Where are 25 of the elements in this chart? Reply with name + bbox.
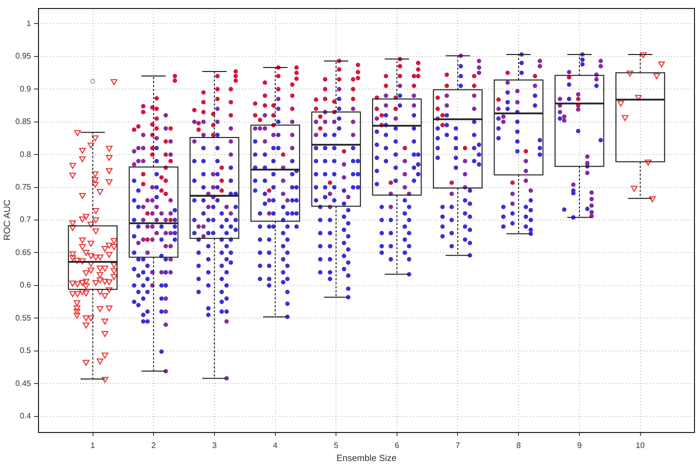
x-tick-label: 1 (90, 441, 96, 450)
y-tick-label: 0.4 (20, 412, 32, 420)
x-tick-label: 7 (456, 441, 461, 450)
y-tick-label: 0.95 (15, 52, 32, 61)
x-tick-label: 5 (334, 441, 339, 450)
x-tick-label: 10 (636, 441, 646, 450)
y-tick-label: 1 (26, 18, 32, 28)
y-tick-label: 0.75 (15, 182, 32, 192)
y-tick-label: 0.65 (15, 248, 32, 257)
x-tick-label: 3 (212, 441, 218, 450)
y-tick-label: 0.9 (20, 84, 32, 94)
y-tick-label: 0.7 (20, 215, 32, 224)
x-tick-label: 9 (577, 441, 582, 450)
y-tick-label: 0.6 (20, 280, 32, 290)
x-tick-label: 8 (516, 441, 522, 450)
y-tick-label: 0.85 (15, 117, 32, 126)
y-axis-title: ROC AUC (2, 199, 12, 241)
x-tick-label: 2 (151, 441, 156, 450)
y-tick-label: 0.5 (20, 346, 32, 356)
y-tick-label: 0.55 (15, 313, 32, 322)
y-tick-label: 0.45 (15, 378, 32, 388)
x-axis-title: Ensemble Size (336, 453, 397, 464)
y-tick-label: 0.8 (20, 150, 32, 159)
x-tick-label: 4 (273, 441, 278, 450)
x-tick-label: 6 (394, 441, 400, 450)
